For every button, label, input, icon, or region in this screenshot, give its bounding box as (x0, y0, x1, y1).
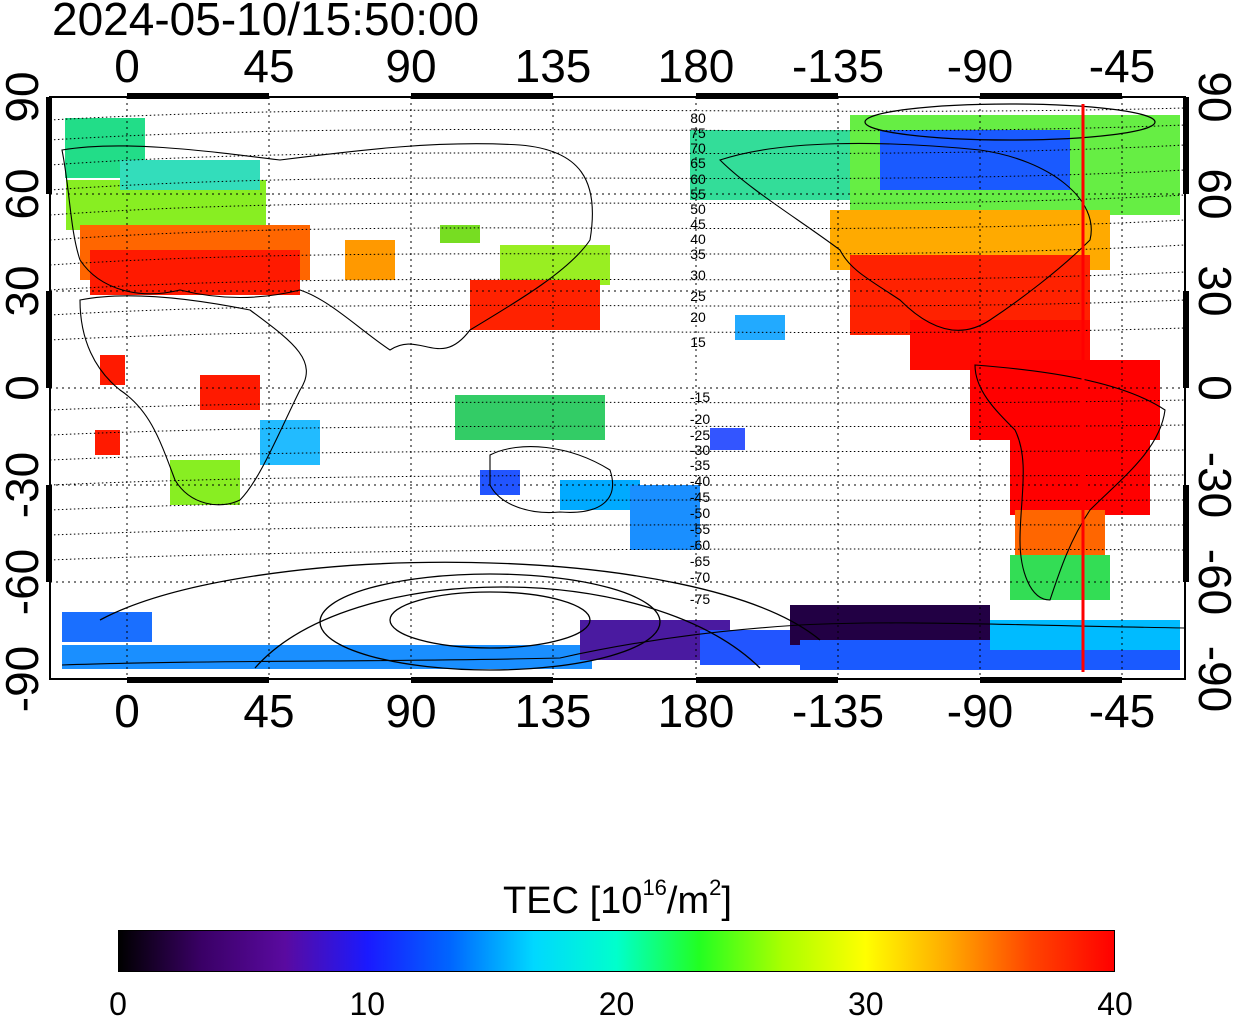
lat-tick-label-right: 60 (1189, 168, 1235, 219)
lon-tick-label-top: 90 (385, 40, 436, 92)
lon-tick-label-top: -45 (1089, 40, 1155, 92)
magnetic-lat-label: 75 (690, 125, 706, 141)
lat-tick-label-right: 0 (1189, 375, 1235, 401)
magnetic-lat-label: -70 (690, 569, 710, 585)
lat-tick-labels-left: 90 60 30 0 -30 -60 -90 (0, 71, 48, 712)
colorbar-tick-labels: 0 10 20 30 40 (109, 986, 1133, 1026)
magnetic-lat-label: -35 (690, 457, 710, 473)
magnetic-lat-label: 80 (690, 110, 706, 126)
coastlines (61, 142, 1185, 666)
lat-tick-label-left: -90 (0, 646, 48, 712)
lat-tick-label-left: 60 (0, 168, 48, 219)
axis-tick-bars (46, 93, 1189, 683)
lon-tick-label-top: 45 (243, 40, 294, 92)
magnetic-lat-label: -30 (690, 442, 710, 458)
magnetic-lat-label: 50 (690, 201, 706, 217)
lat-tick-label-left: 0 (0, 375, 48, 401)
lat-tick-label-left: 90 (0, 71, 48, 122)
magnetic-lat-label: -65 (690, 553, 710, 569)
magnetic-lat-label: 15 (690, 334, 706, 350)
lat-tick-label-right: -30 (1189, 452, 1235, 518)
magnetic-lat-label: 60 (690, 171, 706, 187)
magnetic-lat-label: 20 (690, 309, 706, 325)
tec-map: 0 45 90 135 180 -135 -90 -45 0 45 90 135 180 -135 -90… (0, 40, 1235, 737)
lon-tick-label-bottom: -135 (792, 685, 884, 737)
lon-tick-label-top: -135 (792, 40, 884, 92)
lat-tick-label-left: 30 (0, 265, 48, 316)
africa-outline (79, 295, 307, 506)
lat-tick-label-right: -90 (1189, 646, 1235, 712)
lat-tick-label-right: 90 (1189, 71, 1235, 122)
magnetic-lat-label: -25 (690, 427, 710, 443)
colorbar-tick-label: 40 (1097, 986, 1133, 1022)
lon-tick-label-bottom: 135 (515, 685, 592, 737)
colorbar-title-prefix: TEC [10 (503, 880, 643, 922)
magnetic-lat-label: -40 (690, 473, 710, 489)
lon-tick-label-top: 180 (658, 40, 735, 92)
colorbar-title: TEC [1016/m2] (0, 866, 1235, 923)
tec-data-layer (62, 115, 1180, 670)
lon-tick-label-bottom: 45 (243, 685, 294, 737)
colorbar-title-suffix: ] (721, 880, 732, 922)
colorbar-tick-label: 10 (349, 986, 386, 1022)
magnetic-lat-label: 70 (690, 140, 706, 156)
magnetic-pole-contours (99, 103, 1156, 671)
magnetic-lat-label: 65 (690, 155, 706, 171)
magnetic-lat-label: -50 (690, 505, 710, 521)
colorbar-tick-label: 0 (109, 986, 127, 1022)
magnetic-lat-label: 45 (690, 216, 706, 232)
colorbar-title-exp1: 16 (642, 875, 667, 900)
lon-tick-label-top: -90 (947, 40, 1013, 92)
grid-lines (50, 97, 1185, 679)
lon-tick-labels-bottom: 0 45 90 135 180 -135 -90 -45 (114, 685, 1155, 737)
magnetic-lat-label: 35 (690, 246, 706, 262)
colorbar (118, 930, 1115, 972)
antarctica-outline (61, 622, 1185, 666)
magnetic-lat-label: -20 (690, 411, 710, 427)
magnetic-lat-label: -75 (690, 591, 710, 607)
lon-tick-label-top: 135 (515, 40, 592, 92)
magnetic-lat-label: -60 (690, 537, 710, 553)
lat-tick-labels-right: 90 60 30 0 -30 -60 -90 (1189, 71, 1235, 712)
colorbar-title-exp2: 2 (709, 875, 722, 900)
map-timestamp: 2024-05-10/15:50:00 (52, 0, 480, 45)
lon-tick-label-bottom: -45 (1089, 685, 1155, 737)
colorbar-title-mid: /m (666, 880, 710, 922)
magnetic-lat-label: -55 (690, 521, 710, 537)
lat-tick-label-left: -30 (0, 452, 48, 518)
south-america-outline (974, 364, 1166, 601)
north-america-outline (718, 142, 1092, 331)
lat-tick-label-right: 30 (1189, 265, 1235, 316)
europe-asia-outline (61, 143, 593, 351)
magnetic-lat-label: -15 (690, 389, 710, 405)
lon-tick-labels-top: 0 45 90 135 180 -135 -90 -45 (114, 40, 1155, 92)
lon-tick-label-bottom: 180 (658, 685, 735, 737)
magnetic-lat-label: 55 (690, 186, 706, 202)
lat-tick-label-right: -60 (1189, 549, 1235, 615)
magnetic-lat-label: 40 (690, 231, 706, 247)
lon-tick-label-bottom: -90 (947, 685, 1013, 737)
lon-tick-label-bottom: 90 (385, 685, 436, 737)
lon-tick-label-top: 0 (114, 40, 140, 92)
colorbar-tick-label: 30 (847, 986, 884, 1022)
magnetic-latitude-contours (50, 107, 1185, 561)
magnetic-lat-label: -45 (690, 489, 710, 505)
magnetic-lat-label: 30 (690, 267, 706, 283)
magnetic-lat-label: 25 (690, 288, 706, 304)
lon-tick-label-bottom: 0 (114, 685, 140, 737)
australia-outline (489, 446, 614, 514)
lat-tick-label-left: -60 (0, 549, 48, 615)
colorbar-tick-label: 20 (598, 986, 635, 1022)
